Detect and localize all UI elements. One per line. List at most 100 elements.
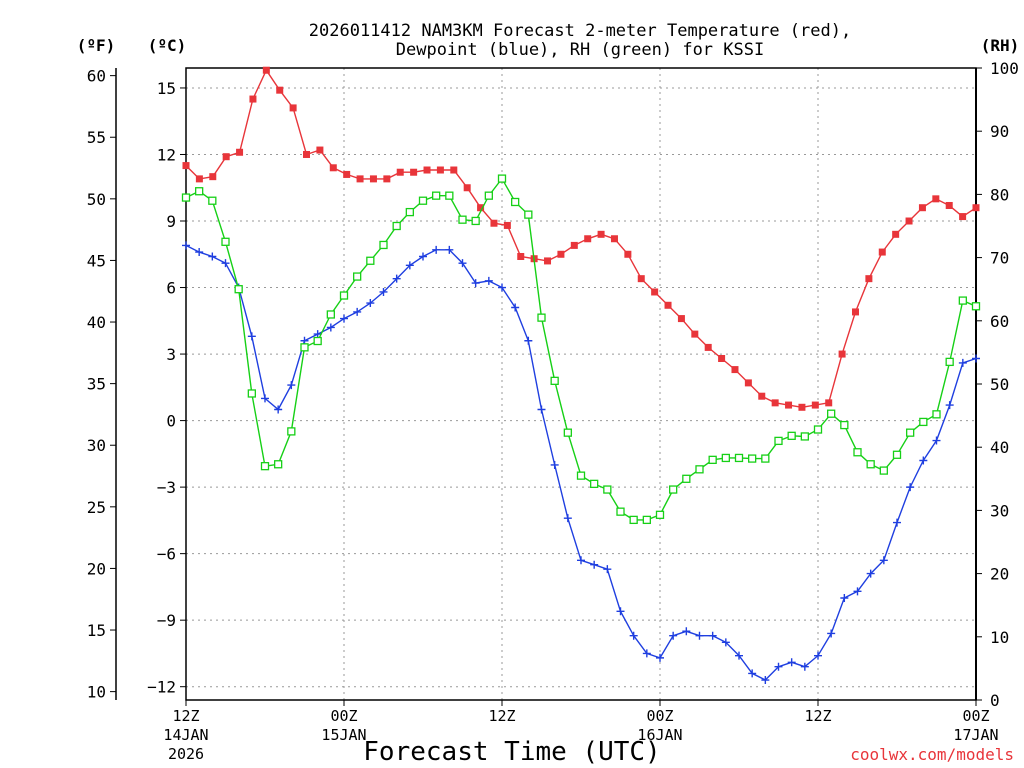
rh-point xyxy=(603,485,612,494)
rh-point xyxy=(748,454,757,463)
temperature-line xyxy=(185,68,977,409)
temperature-point xyxy=(892,230,900,238)
temperature-point xyxy=(423,166,431,174)
dewpoint-point xyxy=(261,394,269,403)
rh-tick-label: 50 xyxy=(990,375,1009,394)
f-tick-label: 45 xyxy=(87,251,106,270)
dewpoint-point xyxy=(893,518,901,527)
rh-point xyxy=(906,428,915,437)
dewpoint-point xyxy=(340,314,348,323)
chart-title-line1: 2026011412 NAM3KM Forecast 2-meter Tempe… xyxy=(309,21,851,41)
rh-point xyxy=(471,216,480,226)
dewpoint-point xyxy=(814,651,822,660)
rh-point xyxy=(840,420,849,430)
temperature-point xyxy=(262,66,270,74)
dewpoint-point xyxy=(972,354,980,363)
rh-point xyxy=(432,191,441,200)
rh-point xyxy=(445,191,454,200)
x-tick-date: 17JAN xyxy=(953,726,998,744)
c-tick-label: 12 xyxy=(157,145,176,164)
rh-point xyxy=(497,174,507,183)
temperature-point xyxy=(664,301,672,309)
dewpoint-point xyxy=(761,676,770,685)
temperature-point xyxy=(436,166,444,174)
temperature-point xyxy=(865,275,873,283)
dewpoint-point xyxy=(603,565,612,574)
dewpoint-point xyxy=(853,587,862,596)
rh-point xyxy=(313,336,322,346)
rh-point xyxy=(458,215,467,224)
rh-point xyxy=(590,479,599,489)
rh-point xyxy=(392,221,401,231)
x-tick-label: 00Z xyxy=(646,707,673,725)
temperature-point xyxy=(825,399,833,407)
temperature-point xyxy=(597,230,605,238)
dewpoint-point xyxy=(669,631,678,640)
rh-tick-label: 70 xyxy=(990,249,1009,268)
x-axis-label: Forecast Time (UTC) xyxy=(363,737,660,767)
rh-point xyxy=(629,515,638,525)
rh-point xyxy=(339,291,349,300)
x-tick-year: 2026 xyxy=(168,745,204,763)
dewpoint-point xyxy=(471,279,480,288)
temperature-point xyxy=(918,204,926,212)
temperature-point xyxy=(209,173,217,181)
temperature-point xyxy=(959,213,967,221)
rh-point xyxy=(484,191,493,200)
x-tick-label: 00Z xyxy=(330,707,357,725)
dewpoint-point xyxy=(945,401,954,410)
rh-point xyxy=(405,207,414,217)
dewpoint-point xyxy=(208,252,217,261)
dewpoint-point xyxy=(800,662,809,671)
rh-point xyxy=(655,510,665,519)
temperature-point xyxy=(544,257,552,265)
x-tick-date: 15JAN xyxy=(321,726,366,744)
rh-point xyxy=(366,256,375,265)
rh-point xyxy=(616,507,625,516)
temperature-point xyxy=(731,366,739,374)
rh-tick-label: 100 xyxy=(990,59,1019,78)
rh-point xyxy=(958,296,967,305)
c-tick-label: 6 xyxy=(166,279,176,298)
temperature-point xyxy=(945,201,953,209)
temperature-point xyxy=(490,219,498,227)
temperature-point xyxy=(677,315,685,323)
x-tick-label: 12Z xyxy=(488,707,515,725)
temperature-point xyxy=(410,168,418,176)
temperature-point xyxy=(905,217,913,225)
rh-point xyxy=(642,515,651,525)
rh-tick-label: 60 xyxy=(990,312,1009,331)
rh-tick-label: 90 xyxy=(990,122,1009,141)
f-tick-label: 60 xyxy=(87,67,106,86)
c-tick-label: 15 xyxy=(157,79,176,98)
temperature-point xyxy=(369,175,377,183)
rh-point xyxy=(721,453,730,463)
rh-point xyxy=(550,376,559,385)
temperature-point xyxy=(329,164,337,172)
c-tick-label: 3 xyxy=(166,345,176,364)
rh-point xyxy=(563,428,572,437)
temperature-point xyxy=(744,379,752,387)
dewpoint-point xyxy=(577,556,585,565)
rh-point xyxy=(682,474,691,483)
rh-point xyxy=(971,302,981,311)
rh-point xyxy=(879,466,888,475)
x-tick-date: 16JAN xyxy=(637,726,682,744)
rh-point xyxy=(827,409,836,418)
dewpoint-point xyxy=(787,658,796,667)
rh-point xyxy=(326,310,335,319)
rh-tick-label: 40 xyxy=(990,438,1009,457)
dewpoint-point xyxy=(642,649,651,658)
dewpoint-point xyxy=(537,405,546,414)
rh-point xyxy=(300,343,309,352)
dewpoint-point xyxy=(498,283,506,292)
temperature-point xyxy=(651,288,659,296)
x-tick-label: 12Z xyxy=(804,707,831,725)
dewpoint-point xyxy=(326,323,335,332)
rh-tick-label: 10 xyxy=(990,628,1009,647)
rh-point xyxy=(181,193,191,202)
temperature-point xyxy=(771,399,779,407)
temperature-point xyxy=(584,235,592,243)
dewpoint-point xyxy=(629,631,638,640)
